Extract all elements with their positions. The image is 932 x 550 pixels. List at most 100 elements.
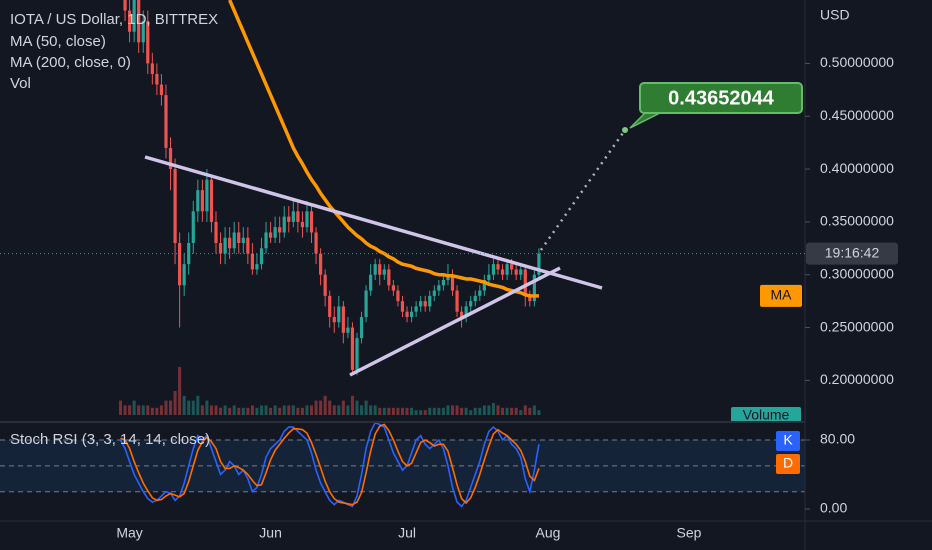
volume-bar — [314, 400, 318, 415]
candle-body — [450, 274, 455, 291]
volume-bar — [305, 405, 309, 415]
volume-bar — [410, 407, 414, 415]
candle-body — [159, 84, 164, 96]
candle-body — [514, 269, 518, 275]
candle-body — [355, 338, 359, 370]
volume-bar — [478, 407, 482, 415]
candle-body — [214, 221, 218, 244]
target-label: 0.43652044 — [668, 87, 775, 109]
candle-body — [537, 253, 541, 275]
volume-bar — [155, 407, 159, 415]
candle-body — [278, 227, 282, 233]
price-label: 19:16:42 — [825, 244, 880, 260]
candle-body — [473, 295, 477, 302]
volume-bar — [537, 410, 541, 415]
volume-bar — [514, 407, 518, 415]
volume-label-box — [731, 407, 801, 421]
candle-body — [373, 264, 377, 275]
candle-body — [505, 264, 509, 275]
stoch-label-box — [776, 431, 800, 451]
stoch-layer — [0, 423, 805, 508]
candle-body — [364, 290, 368, 317]
candle-body — [464, 306, 468, 317]
volume-bar — [437, 407, 441, 415]
volume-bar — [259, 405, 263, 415]
price-label-box — [806, 242, 898, 265]
currency-label: USD — [820, 7, 850, 23]
volume-bar — [209, 405, 213, 415]
volume-bar — [496, 405, 500, 415]
volume-bar — [341, 400, 345, 415]
candle-body — [500, 269, 505, 275]
volume-bar — [241, 407, 245, 415]
candle-body — [323, 274, 327, 296]
volume-bar — [391, 407, 395, 415]
candle-body — [482, 280, 486, 291]
volume-bar — [378, 407, 382, 415]
stoch-title: Stoch RSI (3, 3, 14, 14, close) — [10, 431, 210, 448]
volume-bar — [223, 405, 227, 415]
volume-bar — [355, 400, 359, 415]
stoch-label: K — [783, 432, 793, 448]
volume-bar — [532, 405, 536, 415]
x-tick-label: Aug — [536, 525, 561, 541]
stoch-label: D — [783, 455, 793, 471]
candle-body — [405, 311, 409, 317]
volume-label: Volume — [743, 407, 790, 423]
candle-body — [423, 301, 427, 307]
volume-bar — [319, 400, 323, 415]
candle-body — [314, 232, 318, 254]
candle-body — [387, 269, 391, 286]
candle-body — [250, 253, 254, 270]
candle-body — [328, 295, 332, 317]
volume-bar — [396, 407, 400, 415]
candle-body — [232, 232, 236, 249]
candle-body — [127, 10, 132, 32]
volume-bar — [132, 400, 136, 415]
x-tick-label: May — [116, 525, 142, 541]
support-line — [349, 266, 561, 377]
volume-bar — [255, 407, 259, 415]
stoch-y-tick-label: 0.00 — [820, 500, 847, 516]
volume-bar — [228, 407, 232, 415]
candle-body — [487, 274, 491, 280]
candle-body — [469, 301, 473, 307]
candle-body — [437, 285, 441, 291]
stoch-line — [120, 423, 540, 506]
volume-bar — [382, 407, 386, 415]
ma-label-box — [760, 284, 802, 307]
ma-label: MA — [771, 287, 793, 303]
volume-bar — [419, 410, 423, 415]
legend-item: Vol — [10, 75, 31, 92]
y-tick-label: 0.45000000 — [820, 107, 894, 123]
candle-body — [168, 147, 173, 170]
projection-point — [622, 127, 628, 133]
volume-bar — [128, 405, 132, 415]
candle-body — [173, 169, 177, 244]
volume-bar — [264, 405, 268, 415]
candle-body — [382, 269, 386, 275]
volume-bar — [159, 405, 163, 415]
volume-bar — [387, 407, 391, 415]
volume-bar — [369, 405, 373, 415]
volume-bar — [150, 407, 154, 415]
volume-bar — [146, 405, 150, 415]
candle-body — [200, 190, 204, 212]
volume-bar — [414, 410, 418, 415]
volume-bar — [291, 405, 295, 415]
candle-body — [428, 295, 432, 307]
candle-body — [478, 290, 482, 296]
volume-bar — [432, 407, 436, 415]
candle-body — [400, 301, 405, 312]
volume-bar — [519, 410, 523, 415]
volume-bar — [273, 405, 277, 415]
volume-bar — [350, 395, 354, 415]
y-tick-label: 0.25000000 — [820, 318, 894, 334]
y-tick-label: 0.40000000 — [820, 160, 894, 176]
volume-bar — [473, 407, 477, 415]
candle-body — [291, 211, 295, 222]
volume-bar — [219, 407, 223, 415]
volume-bar — [451, 405, 455, 415]
volume-bar — [323, 395, 327, 415]
candle-body — [196, 190, 200, 212]
